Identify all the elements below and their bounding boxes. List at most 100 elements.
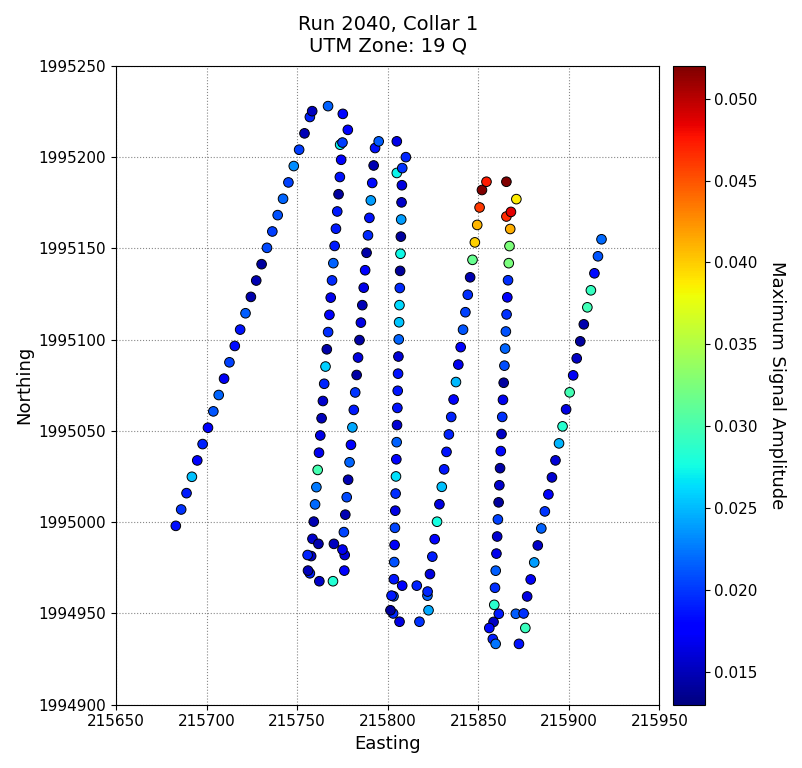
Point xyxy=(367,159,379,171)
Point xyxy=(496,394,508,406)
Point xyxy=(500,210,512,223)
Point xyxy=(392,316,405,329)
Point xyxy=(461,289,474,301)
Point xyxy=(502,240,515,252)
Point xyxy=(368,142,381,154)
Point xyxy=(390,167,403,179)
Point xyxy=(549,454,561,466)
Point xyxy=(322,100,334,112)
Point xyxy=(577,318,589,330)
Point xyxy=(357,282,370,294)
Point xyxy=(364,194,377,207)
Point xyxy=(387,539,400,551)
Point xyxy=(372,135,385,147)
Point xyxy=(383,604,396,617)
Point xyxy=(328,240,341,252)
Point xyxy=(423,568,435,581)
Point xyxy=(310,481,322,493)
Y-axis label: Maximum Signal Amplitude: Maximum Signal Amplitude xyxy=(767,261,784,509)
Point xyxy=(495,411,508,423)
Point xyxy=(545,472,557,484)
Point xyxy=(336,108,349,120)
Point xyxy=(348,386,361,399)
Point xyxy=(566,369,579,382)
Point xyxy=(322,309,335,321)
Point xyxy=(326,575,339,588)
Point xyxy=(527,556,540,568)
Point xyxy=(359,247,372,259)
Point xyxy=(340,491,353,503)
Point xyxy=(437,463,450,475)
Point xyxy=(335,544,348,556)
Point xyxy=(490,531,503,543)
Point xyxy=(361,229,374,241)
Point xyxy=(395,162,408,174)
Point xyxy=(569,353,582,365)
Point xyxy=(498,343,511,355)
Point xyxy=(342,474,354,486)
Point xyxy=(233,323,246,336)
Point xyxy=(504,206,516,218)
Point xyxy=(488,599,500,611)
Point xyxy=(298,127,310,140)
Point xyxy=(488,637,501,650)
Point xyxy=(556,420,569,432)
Point xyxy=(594,233,607,246)
Point xyxy=(492,607,504,620)
Point xyxy=(338,508,351,521)
Point xyxy=(301,549,314,561)
Point xyxy=(489,548,502,560)
Point xyxy=(500,176,512,188)
Point xyxy=(552,437,565,449)
Point xyxy=(468,237,480,249)
Point xyxy=(432,498,445,511)
Point xyxy=(314,412,327,425)
Point xyxy=(329,223,342,235)
Point xyxy=(509,193,522,205)
Point xyxy=(439,445,452,458)
Point xyxy=(391,350,404,362)
Point xyxy=(480,176,492,188)
Point xyxy=(276,193,289,205)
Point xyxy=(472,201,485,214)
Point xyxy=(573,335,586,347)
Point xyxy=(265,225,278,237)
Point xyxy=(223,356,236,369)
Point xyxy=(287,160,300,172)
Point xyxy=(488,581,500,594)
Point xyxy=(303,111,316,123)
Point xyxy=(325,274,338,286)
Point xyxy=(354,316,367,329)
Point xyxy=(494,445,507,457)
Point xyxy=(393,616,406,628)
Point xyxy=(531,539,544,551)
Point xyxy=(391,368,404,380)
Point xyxy=(228,339,241,352)
Point xyxy=(452,359,464,371)
Point xyxy=(282,177,294,189)
Point xyxy=(169,520,182,532)
Point xyxy=(207,406,220,418)
Point xyxy=(395,580,408,592)
Point xyxy=(492,496,504,508)
Point xyxy=(447,393,460,406)
Point xyxy=(541,488,554,501)
Point xyxy=(395,196,407,208)
Point xyxy=(393,265,406,277)
Point xyxy=(196,438,209,450)
Point xyxy=(304,550,317,562)
X-axis label: Easting: Easting xyxy=(354,735,420,753)
Point xyxy=(518,622,531,634)
Point xyxy=(390,135,403,147)
Point xyxy=(363,212,375,224)
Point xyxy=(351,352,364,364)
Point xyxy=(335,137,348,149)
Point xyxy=(324,292,337,304)
Point xyxy=(500,308,512,320)
Point xyxy=(463,271,476,283)
Point xyxy=(427,533,440,545)
Point xyxy=(394,247,407,260)
Point xyxy=(493,462,506,475)
Point xyxy=(191,455,204,467)
Point xyxy=(435,481,448,493)
